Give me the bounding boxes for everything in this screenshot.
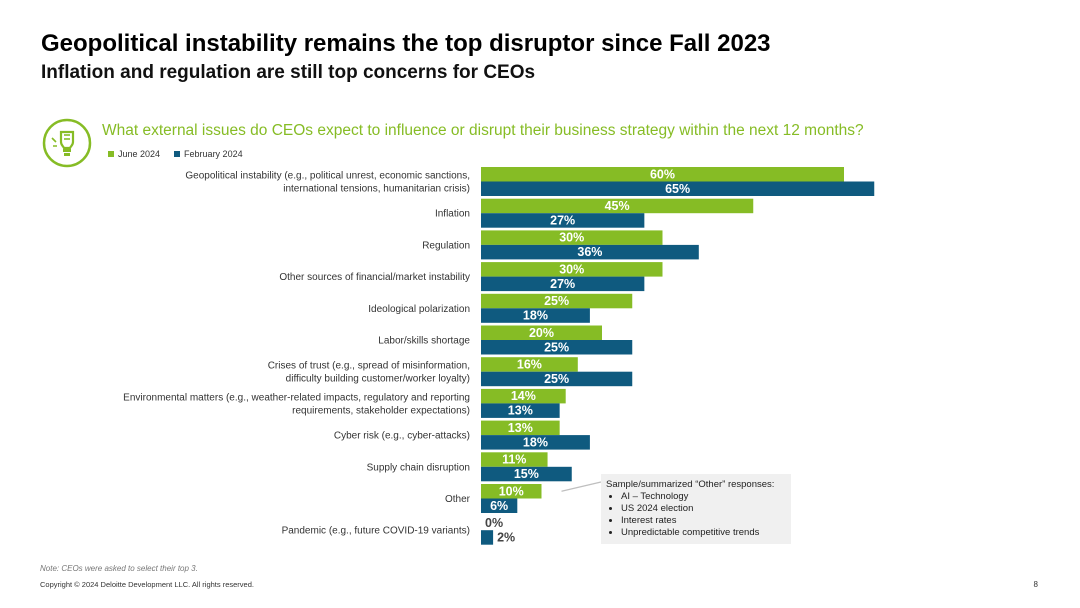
data-label: 45%	[605, 199, 630, 213]
page-number: 8	[1033, 580, 1038, 589]
legend-swatch-february	[174, 151, 181, 157]
category-label-line: Supply chain disruption	[367, 462, 470, 473]
bar-june	[481, 167, 844, 182]
bar-february	[481, 435, 590, 450]
page-title: Geopolitical instability remains the top…	[41, 30, 771, 57]
category-label-line: Ideological polarization	[368, 304, 470, 315]
category-label-line: Other	[445, 494, 471, 505]
data-label: 25%	[544, 294, 569, 308]
category-label-line: Crises of trust (e.g., spread of misinfo…	[268, 361, 470, 372]
survey-question: What external issues do CEOs expect to i…	[102, 122, 864, 139]
category-label-line: Labor/skills shortage	[378, 336, 470, 347]
bar-february	[481, 213, 645, 228]
data-label: 13%	[508, 421, 533, 435]
bar-february	[481, 498, 518, 513]
data-label: 0%	[485, 516, 503, 530]
data-label: 60%	[650, 167, 675, 181]
copyright: Copyright © 2024 Deloitte Development LL…	[40, 580, 254, 589]
category-label: Cyber risk (e.g., cyber-attacks)	[334, 431, 470, 442]
category-label: Geopolitical instability (e.g., politica…	[185, 171, 470, 195]
category-label-line: Other sources of financial/market instab…	[279, 272, 470, 283]
data-label: 20%	[529, 326, 554, 340]
footnote: Note: CEOs were asked to select their to…	[40, 564, 198, 573]
bar-june	[481, 325, 602, 340]
data-label: 18%	[523, 435, 548, 449]
category-label-line: Pandemic (e.g., future COVID-19 variants…	[282, 526, 470, 537]
category-label-line: international tensions, humanitarian cri…	[283, 184, 470, 195]
category-label: Regulation	[422, 240, 470, 251]
data-label: 27%	[550, 277, 575, 291]
data-label: 16%	[517, 358, 542, 372]
bar-february	[481, 340, 633, 355]
legend-label-february: February 2024	[184, 149, 243, 159]
category-label-line: Geopolitical instability (e.g., politica…	[185, 171, 470, 182]
category-label: Labor/skills shortage	[378, 336, 470, 347]
callout-item: Interest rates	[621, 515, 785, 527]
category-label-line: difficulty building customer/worker loya…	[286, 374, 470, 385]
data-label: 27%	[550, 214, 575, 228]
category-label-line: Cyber risk (e.g., cyber-attacks)	[334, 431, 470, 442]
legend-item-june: June 2024	[108, 149, 160, 159]
bar-june	[481, 293, 633, 309]
callout-list: AI – Technology US 2024 election Interes…	[606, 491, 785, 539]
page-subtitle: Inflation and regulation are still top c…	[41, 62, 536, 83]
data-label: 25%	[544, 340, 569, 354]
bar-february	[481, 403, 560, 418]
lightbulb-icon	[42, 118, 92, 168]
category-label-line: Inflation	[435, 209, 470, 220]
bar-february	[481, 181, 875, 196]
category-label: Other	[445, 494, 471, 505]
data-label: 11%	[502, 453, 526, 467]
data-label: 13%	[508, 404, 533, 418]
bar-june	[481, 357, 578, 372]
bar-june	[481, 198, 754, 214]
data-label: 15%	[514, 467, 539, 481]
callout-connector	[561, 481, 602, 492]
data-label: 30%	[559, 262, 584, 276]
bar-june	[481, 262, 663, 277]
legend-swatch-june	[108, 151, 114, 157]
chart-legend: June 2024 February 2024	[108, 149, 243, 159]
legend-label-june: June 2024	[118, 149, 161, 159]
category-label-line: Environmental matters (e.g., weather-rel…	[123, 392, 470, 403]
data-label: 6%	[490, 499, 508, 513]
bar-february	[481, 276, 645, 292]
legend-item-february: February 2024	[174, 149, 243, 159]
callout-title: Sample/summarized “Other” responses:	[606, 479, 775, 490]
bar-june	[481, 388, 566, 404]
callout-item: US 2024 election	[621, 503, 785, 515]
category-label: Inflation	[435, 209, 470, 220]
bar-june	[481, 230, 663, 245]
data-label: 14%	[511, 389, 536, 403]
category-label: Supply chain disruption	[367, 462, 470, 473]
bar-february	[481, 530, 494, 545]
bar-february	[481, 371, 633, 387]
data-label: 18%	[523, 309, 548, 323]
data-label: 2%	[497, 531, 515, 545]
category-label-line: Regulation	[422, 240, 470, 251]
category-label: Environmental matters (e.g., weather-rel…	[123, 392, 470, 416]
callout-item: AI – Technology	[621, 491, 785, 503]
data-label: 10%	[499, 484, 524, 498]
bar-june	[481, 420, 560, 436]
bar-june	[481, 484, 542, 499]
bar-june	[481, 452, 548, 467]
data-label: 65%	[665, 182, 690, 196]
data-label: 30%	[559, 231, 584, 245]
category-label-line: requirements, stakeholder expectations)	[292, 405, 470, 416]
category-label: Pandemic (e.g., future COVID-19 variants…	[282, 526, 470, 537]
data-label: 36%	[577, 245, 602, 259]
other-responses-callout: Sample/summarized “Other” responses: AI …	[601, 474, 791, 544]
callout-item: Unpredictable competitive trends	[621, 527, 785, 539]
data-label: 25%	[544, 372, 569, 386]
category-label: Other sources of financial/market instab…	[279, 272, 470, 283]
category-label: Ideological polarization	[368, 304, 470, 315]
category-label: Crises of trust (e.g., spread of misinfo…	[268, 361, 470, 385]
bar-february	[481, 466, 572, 482]
bar-february	[481, 244, 699, 260]
bar-february	[481, 308, 590, 323]
